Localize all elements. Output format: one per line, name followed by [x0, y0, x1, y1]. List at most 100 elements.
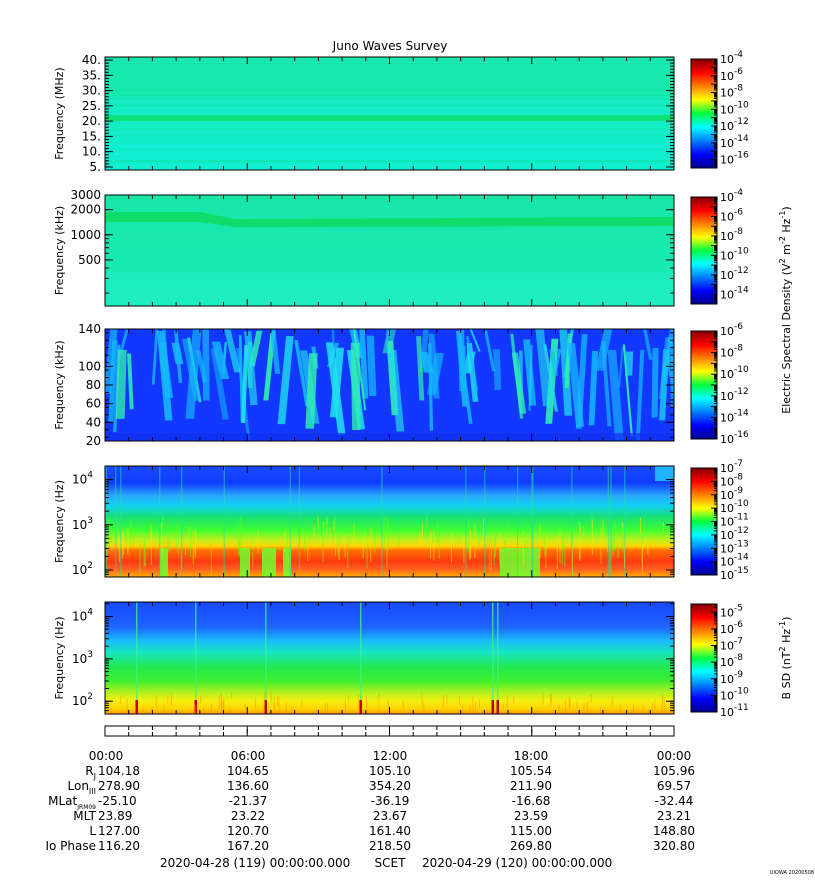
emission-streak	[174, 330, 183, 383]
emission-streak	[484, 330, 496, 372]
y-tick-label: 20.	[82, 114, 101, 128]
y-tick-label: 15.	[82, 129, 101, 143]
colorbar-gradient	[690, 196, 718, 305]
y-tick-label: 500	[78, 253, 101, 267]
emission-gap	[160, 548, 168, 577]
footer-end-time: 2020-04-29 (120) 00:00:00.000	[422, 856, 612, 870]
ephemeris-row-label: MLT	[73, 809, 96, 823]
colorbar-2: 10-4 10-6 10-8 10-10 10-12 10-14	[690, 188, 749, 305]
vertical-spike	[531, 466, 533, 577]
colorbar-label: 10-8	[720, 653, 743, 669]
colorbar-label: 10-15	[720, 566, 749, 582]
y-tick-label: 10.	[82, 145, 101, 159]
y-tick-label: 100	[78, 359, 101, 373]
vertical-spike	[532, 466, 534, 577]
vertical-spike	[610, 466, 612, 577]
colorbar-label: 10-4	[720, 50, 743, 66]
colorbar-label: 10-14	[720, 408, 749, 424]
emission-streak	[658, 337, 673, 399]
spike-peak	[135, 700, 138, 714]
ephemeris-value: -25.10	[98, 794, 137, 808]
ephemeris-value: -16.68	[512, 794, 551, 808]
emission-streak	[462, 351, 476, 374]
colorbar-label: 10-5	[720, 603, 743, 619]
emission-streak	[224, 329, 241, 373]
vertical-spike	[492, 602, 494, 714]
time-tick-label: 00:00	[657, 749, 692, 763]
emission-streak	[588, 350, 598, 426]
emission-gap	[500, 548, 540, 577]
emission-streak	[108, 340, 118, 422]
emission-streak	[635, 350, 645, 441]
emission-streak	[326, 342, 340, 367]
emission-streak	[353, 329, 367, 411]
colorbar-3: 10-6 10-8 10-10 10-12 10-14 10-16	[690, 322, 749, 446]
y-tick-label: 1000	[70, 228, 101, 242]
spectrogram-features	[105, 602, 666, 714]
y-tick-label: 104	[72, 608, 93, 624]
colorbar-label: 10-4	[720, 188, 743, 204]
colorbar-label: 10-14	[720, 134, 749, 150]
emission-streak	[158, 342, 174, 398]
ephemeris-value: 278.90	[98, 779, 140, 793]
colorbar-label: 10-6	[720, 207, 743, 223]
colorbar-label: 10-10	[720, 246, 749, 262]
colorbar-label: 10-10	[720, 365, 749, 381]
ephemeris-row-label: L	[89, 824, 96, 838]
colorbar-label: 10-6	[720, 322, 743, 338]
ephemeris-value: -32.44	[655, 794, 694, 808]
ephemeris-value: 104.18	[98, 764, 140, 778]
band-21mhz	[105, 115, 674, 122]
y-tick-label: 104	[72, 471, 93, 487]
emission-streak	[119, 329, 129, 355]
spectrogram-features	[105, 329, 674, 441]
y-tick-label: 103	[72, 650, 93, 666]
emission-streak	[493, 349, 502, 390]
colorbar-title-bfield-main: B SD (nT	[780, 651, 793, 699]
emission-streak	[595, 329, 613, 371]
vertical-spike	[136, 602, 138, 714]
colorbar-label: 10-16	[720, 430, 749, 446]
ephemeris-value: 115.00	[510, 824, 552, 838]
colorbar-title-efield: Electric Spectral Density (V2 m-2 Hz-1)	[778, 206, 793, 413]
emission-streak	[210, 348, 229, 420]
y-axis-title: Frequency (Hz)	[53, 480, 66, 563]
colorbar-label: 10-10	[720, 100, 749, 116]
emission-streak	[469, 329, 481, 352]
emission-streak	[510, 333, 524, 419]
emission-streak	[459, 329, 465, 369]
emission-streak	[388, 350, 405, 432]
spectrogram-features	[105, 466, 674, 577]
ephemeris-value: 161.40	[369, 824, 411, 838]
emission-streak	[127, 353, 134, 410]
emission-streak	[359, 329, 369, 399]
y-axis-title: Frequency (Hz)	[53, 617, 66, 700]
colorbar-label: 10-12	[720, 117, 749, 133]
y-tick-label: 25.	[82, 99, 101, 113]
ephemeris-value: 269.80	[510, 839, 552, 853]
emission-streak	[366, 335, 377, 396]
vertical-spike	[381, 466, 383, 577]
panel-1: 40.35. 30.25.20.15. 10.5. Frequency (MHz) 10…	[53, 50, 749, 174]
ephemeris-value: 105.10	[369, 764, 411, 778]
colorbar-label: 10-8	[720, 227, 743, 243]
colorbar-4: 10-710-810-910-1010-1110-1210-1310-1410-…	[690, 459, 749, 582]
colorbar-label: 10-12	[720, 266, 749, 282]
colorbar-label: 10-9	[720, 670, 743, 686]
emission-gap	[262, 548, 276, 577]
time-tick-label: 00:00	[89, 749, 124, 763]
y-axis-1: 40.35. 30.25.20.15. 10.5.	[82, 53, 674, 174]
vertical-spike	[360, 602, 362, 714]
spike-peak	[359, 700, 362, 714]
emission-streak	[618, 346, 624, 388]
colorbar-label: 10-16	[720, 151, 749, 167]
vertical-spike	[223, 466, 225, 577]
vertical-spike	[105, 466, 107, 577]
emission-streak	[418, 351, 434, 373]
spike-peak	[264, 700, 267, 714]
ephemeris-value: 320.80	[653, 839, 695, 853]
ephemeris-value: -21.37	[229, 794, 268, 808]
